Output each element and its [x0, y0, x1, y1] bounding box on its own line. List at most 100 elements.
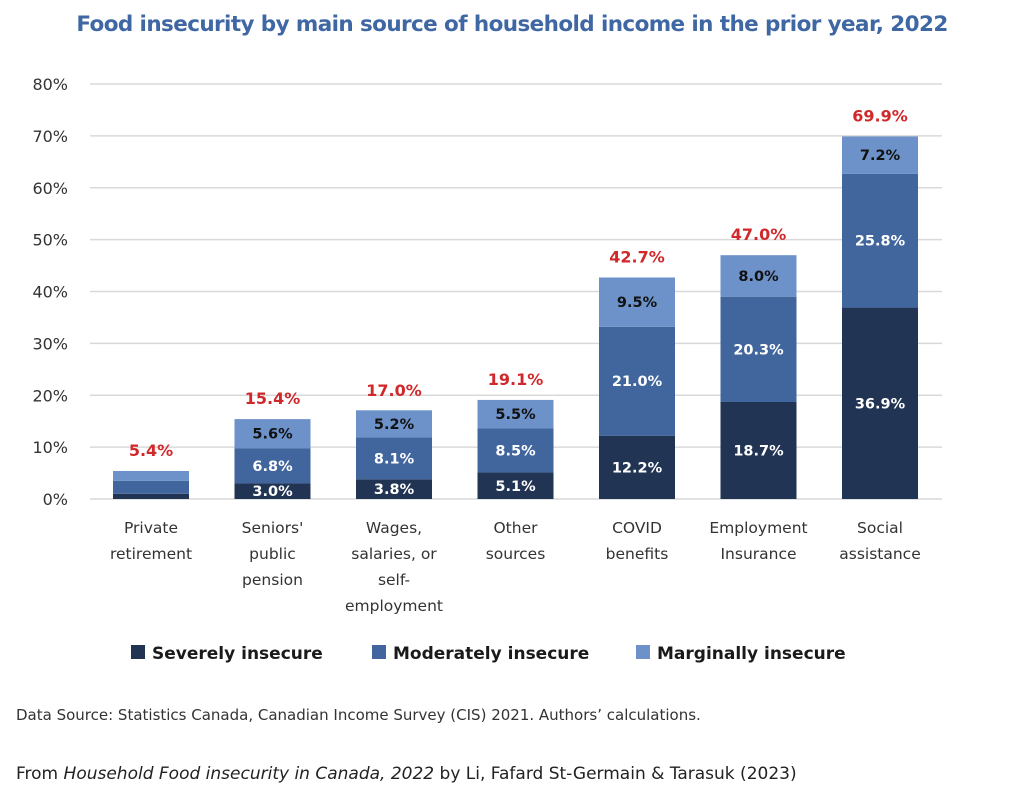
chart-title: Food insecurity by main source of househ…: [76, 12, 948, 37]
data-source-note: Data Source: Statistics Canada, Canadian…: [16, 706, 701, 724]
legend-item: Moderately insecure: [372, 644, 589, 664]
bar-segment: [842, 307, 918, 499]
segment-label: 3.0%: [252, 484, 293, 500]
bar-segment: [234, 419, 311, 449]
category-label-line: salaries, or: [351, 545, 437, 563]
category-label-line: Employment: [709, 519, 807, 537]
bar-segment: [113, 480, 189, 494]
legend-item: Severely insecure: [131, 644, 323, 664]
y-tick-label: 60%: [32, 179, 68, 198]
category-label-line: Insurance: [720, 545, 796, 563]
bar-segment: [477, 472, 554, 499]
bars: 5.4% 3.0% 6.8% 5.6% 15.4% 3.8% 8.1% 5.2% 17.0% 5.…: [113, 106, 918, 500]
category-label-line: sources: [486, 545, 546, 563]
category-label-line: COVID: [612, 519, 662, 537]
category-label-line: public: [249, 545, 296, 563]
bar-segment: [720, 401, 797, 499]
segment-label: 5.2%: [374, 417, 415, 433]
bar-segment: [356, 479, 432, 499]
category-label-line: employment: [345, 597, 443, 615]
bar-stack: 5.4%: [113, 441, 189, 499]
legend-label: Severely insecure: [152, 644, 323, 664]
y-tick-label: 10%: [32, 438, 68, 457]
category-label: Social assistance: [839, 519, 921, 563]
category-label-line: Wages,: [366, 519, 422, 537]
y-tick-label: 40%: [32, 283, 68, 302]
segment-label: 6.8%: [252, 459, 293, 475]
segment-label: 7.2%: [860, 148, 901, 164]
bar-segment: [356, 437, 432, 480]
y-tick-label: 70%: [32, 127, 68, 146]
segment-label: 36.9%: [855, 396, 906, 412]
citation-title: Household Food insecurity in Canada, 202…: [63, 764, 435, 784]
bar-stack: 18.7% 20.3% 8.0% 47.0%: [720, 225, 797, 499]
legend-swatch: [372, 645, 386, 659]
segment-label: 3.8%: [374, 482, 415, 498]
legend-item: Marginally insecure: [636, 644, 846, 664]
bar-segment: [234, 448, 311, 484]
citation-suffix: by Li, Fafard St-Germain & Tarasuk (2023…: [434, 764, 797, 784]
category-label-line: Other: [493, 519, 538, 537]
bar-segment: [477, 399, 554, 429]
total-label: 15.4%: [245, 389, 301, 408]
x-axis: Private retirement Seniors' public pension Wa…: [110, 519, 921, 615]
segment-label: 25.8%: [855, 234, 906, 250]
legend-label: Marginally insecure: [657, 644, 846, 664]
category-label-line: Private: [124, 519, 178, 537]
legend-swatch: [131, 645, 145, 659]
y-tick-label: 50%: [32, 231, 68, 250]
segment-label: 5.5%: [495, 407, 536, 423]
segment-label: 8.5%: [495, 443, 536, 459]
bar-segment: [599, 435, 675, 499]
bar-segment: [720, 255, 797, 297]
total-label: 47.0%: [731, 225, 787, 244]
segment-label: 18.7%: [733, 443, 784, 459]
bar-stack: 12.2% 21.0% 9.5% 42.7%: [599, 247, 675, 499]
category-label-line: pension: [242, 571, 303, 589]
bar-segment: [477, 428, 554, 473]
category-label-line: retirement: [110, 545, 192, 563]
category-label-line: benefits: [606, 545, 669, 563]
bar-segment: [356, 410, 432, 438]
y-tick-label: 20%: [32, 386, 68, 405]
category-label: Wages, salaries, or self-employment: [345, 519, 443, 615]
bar-segment: [599, 326, 675, 436]
total-label: 42.7%: [609, 247, 665, 266]
citation-prefix: From: [16, 764, 64, 784]
bar-segment: [113, 470, 189, 481]
y-axis: 0% 10% 20% 30% 40% 50% 60% 70% 80%: [32, 75, 68, 509]
category-label: Private retirement: [110, 519, 192, 563]
legend-label: Moderately insecure: [393, 644, 589, 664]
category-label: Seniors' public pension: [242, 519, 304, 589]
category-label-line: Social: [857, 519, 903, 537]
legend-swatch: [636, 645, 650, 659]
bar-stack: 5.1% 8.5% 5.5% 19.1%: [477, 370, 554, 499]
category-label-line: self-: [378, 571, 410, 589]
category-label: Employment Insurance: [709, 519, 807, 563]
total-label: 5.4%: [129, 441, 173, 460]
stacked-bar-chart: 0% 10% 20% 30% 40% 50% 60% 70% 80% 5.4% 3.0% 6.8% 5…: [32, 75, 942, 664]
segment-label: 21.0%: [612, 374, 663, 390]
bar-segment: [842, 136, 918, 174]
segment-label: 5.1%: [495, 479, 536, 495]
bar-segment: [113, 493, 189, 499]
segment-label: 9.5%: [617, 295, 658, 311]
segment-label: 12.2%: [612, 460, 663, 476]
total-label: 19.1%: [488, 370, 544, 389]
segment-label: 5.6%: [252, 427, 293, 443]
total-label: 17.0%: [366, 381, 422, 400]
category-label-line: assistance: [839, 545, 921, 563]
bar-stack: 36.9% 25.8% 7.2% 69.9%: [842, 106, 918, 499]
segment-label: 8.1%: [374, 451, 415, 467]
segment-label: 8.0%: [738, 269, 779, 285]
bar-stack: 3.0% 6.8% 5.6% 15.4%: [234, 389, 311, 500]
total-label: 69.9%: [852, 106, 908, 125]
bar-segment: [599, 277, 675, 327]
y-tick-label: 30%: [32, 334, 68, 353]
bar-segment: [720, 296, 797, 402]
citation: From Household Food insecurity in Canada…: [16, 764, 797, 784]
bar-segment: [842, 173, 918, 308]
bar-segment: [234, 483, 311, 499]
category-label: COVID benefits: [606, 519, 669, 563]
category-label: Other sources: [486, 519, 546, 563]
